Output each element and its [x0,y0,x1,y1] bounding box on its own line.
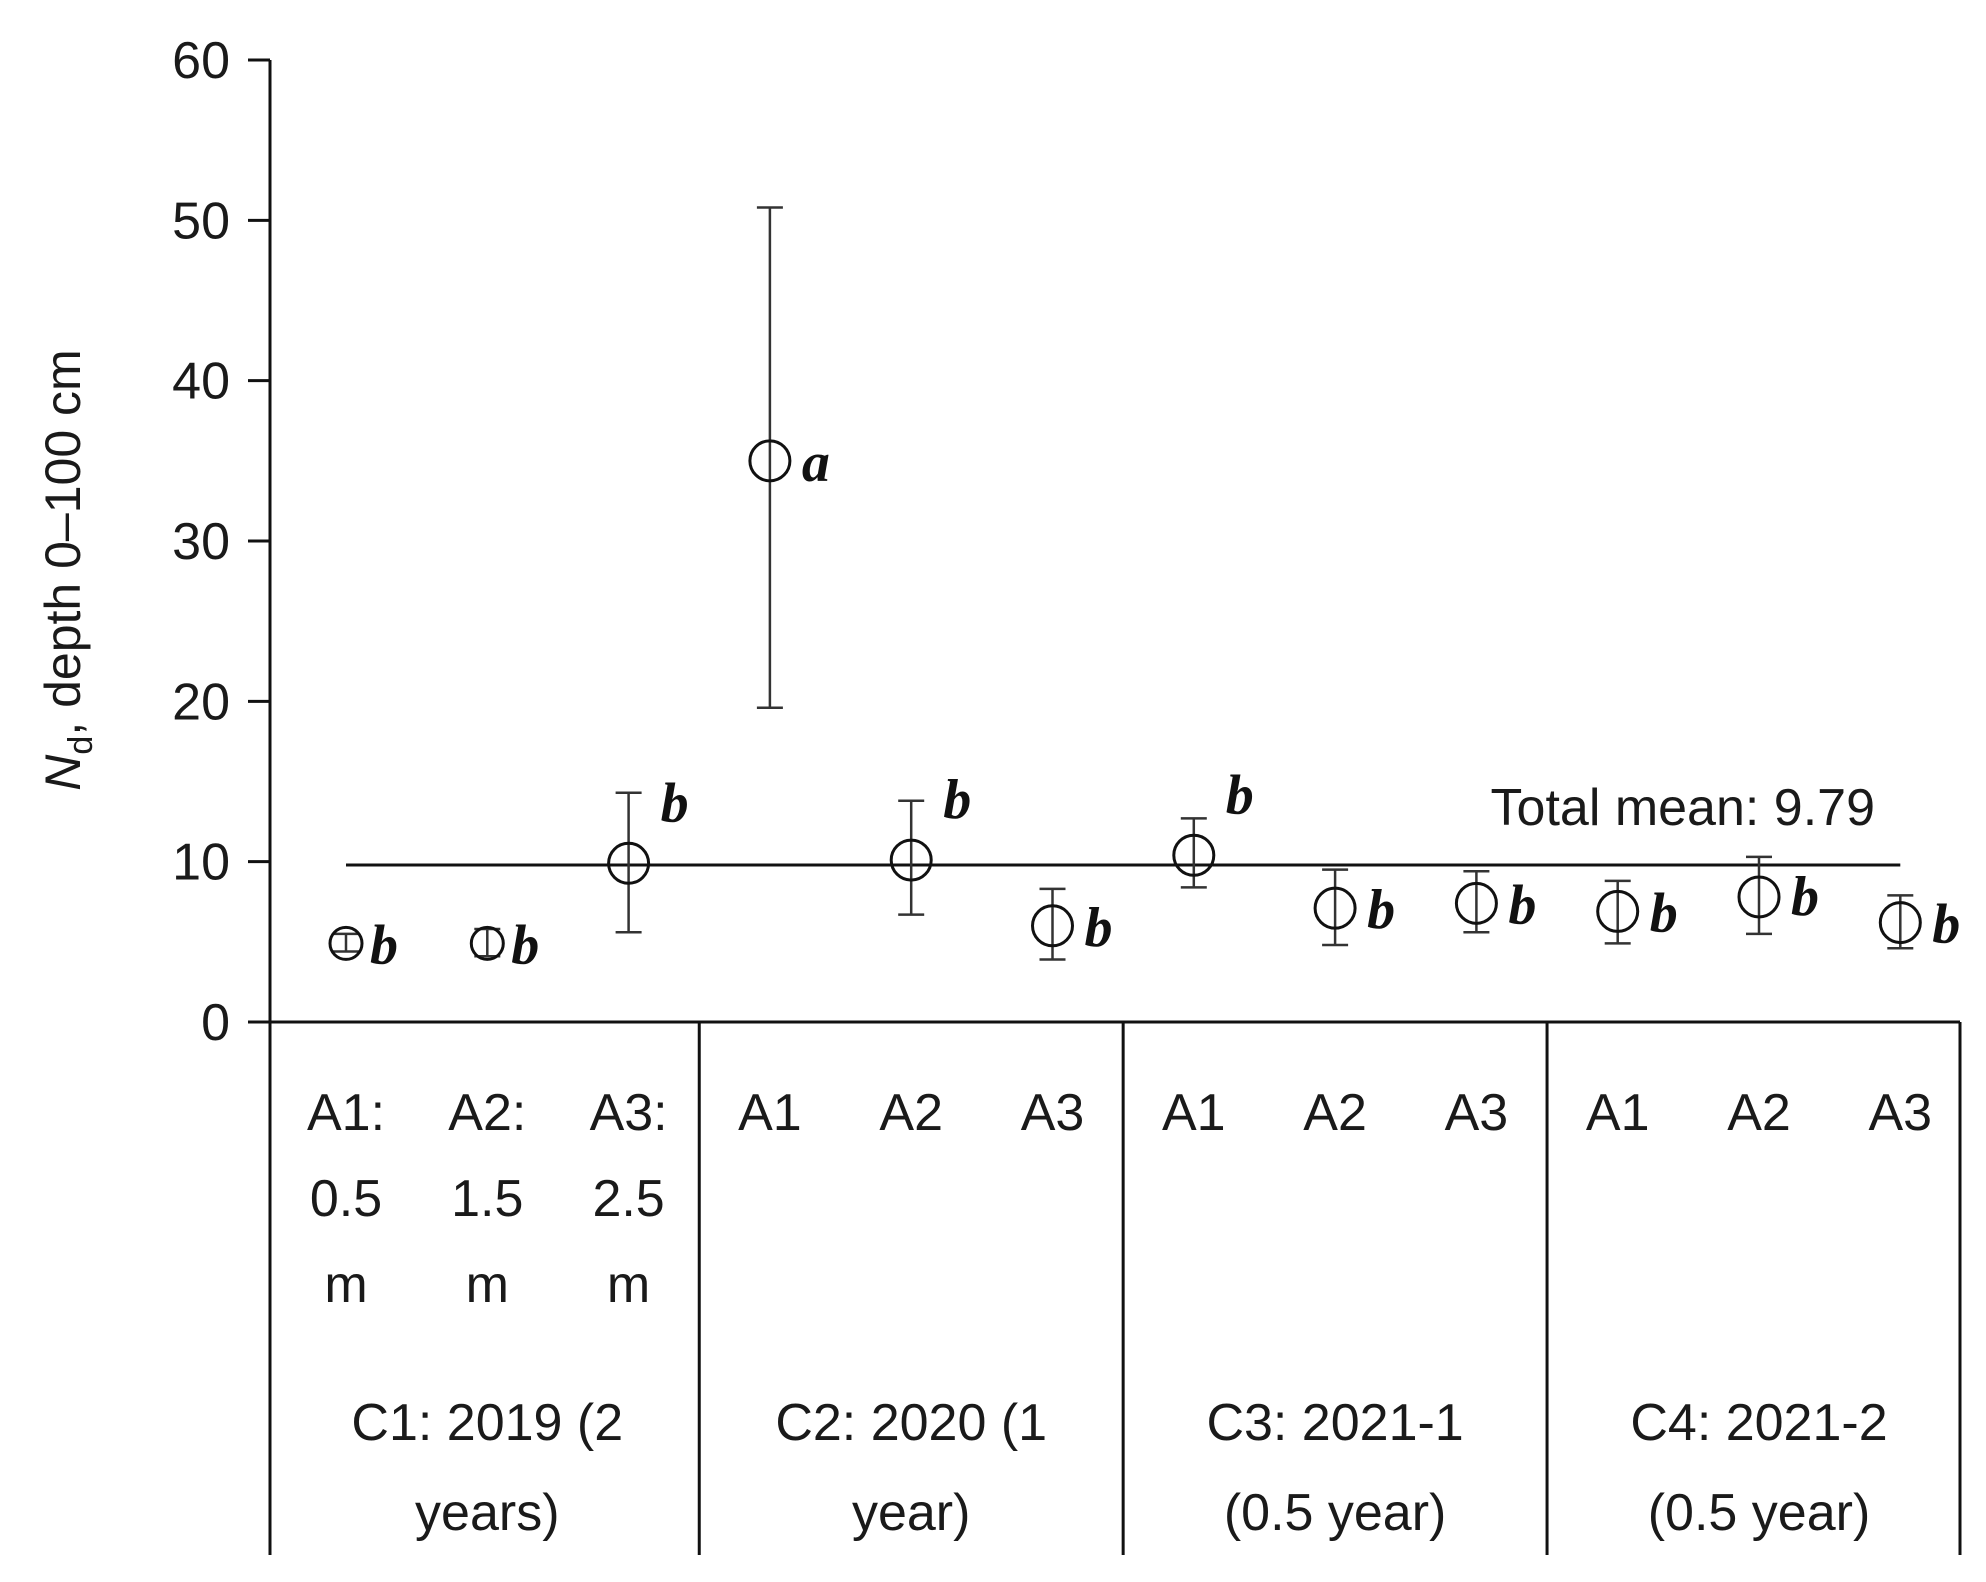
category-label: m [324,1256,367,1314]
data-point: b [1031,887,1113,961]
group-label: C3: 2021-1 [1206,1394,1463,1452]
total-mean: Total mean: 9.79 [346,779,1901,867]
category-label: A1 [738,1084,802,1142]
data-point: b [1454,870,1536,936]
significance-letter: b [1508,874,1536,936]
category-label: 2.5 [592,1170,664,1228]
group-label: (0.5 year) [1224,1484,1447,1542]
y-tick-label: 50 [172,192,230,250]
y-axis-label-group: Nd, depth 0–100 cm [35,349,100,790]
data-marker [748,439,792,483]
group-label: C4: 2021-2 [1630,1394,1887,1452]
category-label: A2: [448,1084,526,1142]
y-tick-label: 20 [172,673,230,731]
group-label: years) [415,1484,559,1542]
category-label: A1 [1162,1084,1226,1142]
category-label: A2 [1303,1084,1367,1142]
category-label: m [607,1256,650,1314]
significance-letter: b [511,914,539,976]
category-label: A3 [1868,1084,1932,1142]
category-label: A3 [1021,1084,1085,1142]
data-points: b b b a b b b b b b b b [328,206,1960,976]
significance-letter: b [1932,894,1960,956]
category-label: A2 [879,1084,943,1142]
data-marker [607,841,651,885]
group-label: (0.5 year) [1648,1484,1871,1542]
data-point: b [1596,879,1678,945]
data-marker [1454,881,1498,925]
total-mean-label: Total mean: 9.79 [1491,779,1875,837]
y-tick-label: 10 [172,834,230,892]
data-point: b [1737,855,1819,936]
data-point: b [1172,764,1254,889]
x-axis: A1: 0.5 m A2: 1.5 m A3: 2.5 m A1 A2 A3 A1 A2 A3 A1 A2 A3 C… [248,1020,1962,1555]
y-axis-label: Nd, depth 0–100 cm [35,349,100,790]
data-point: b [889,769,971,916]
group-label: C2: 2020 (1 [775,1394,1047,1452]
significance-letter: b [943,769,971,831]
category-label: A2 [1727,1084,1791,1142]
data-marker [1878,901,1922,945]
significance-letter: b [1226,764,1254,826]
data-point: b [1878,894,1960,956]
data-marker [1737,875,1781,919]
data-marker [1596,889,1640,933]
significance-letter: b [1791,866,1819,928]
significance-letter: b [1367,879,1395,941]
significance-letter: b [661,772,689,834]
data-point: b [607,772,689,934]
y-tick-label: 30 [172,513,230,571]
y-tick-label: 40 [172,353,230,411]
data-marker [469,925,505,961]
data-marker [1172,833,1216,877]
category-label: 1.5 [451,1170,523,1228]
y-tick-label: 0 [201,994,230,1052]
data-marker [328,925,364,961]
category-label: 0.5 [310,1170,382,1228]
category-label: A3: [590,1084,668,1142]
category-label: A1: [307,1084,385,1142]
data-point: a [748,206,830,709]
group-label: C1: 2019 (2 [351,1394,623,1452]
category-label: A3 [1445,1084,1509,1142]
data-point: b [328,914,398,976]
data-marker [1031,904,1074,948]
y-tick-label: 60 [172,32,230,90]
significance-letter: b [1085,897,1113,959]
category-label: m [466,1256,509,1314]
y-axis: 0 10 20 30 40 50 60 [172,32,272,1555]
significance-letter: a [802,432,830,494]
data-marker [889,838,933,882]
category-label: A1 [1586,1084,1650,1142]
data-marker [1313,886,1357,930]
group-label: year) [852,1484,970,1542]
significance-letter: b [370,914,398,976]
data-point: b [1313,868,1395,947]
significance-letter: b [1650,882,1678,944]
data-point: b [469,914,539,976]
